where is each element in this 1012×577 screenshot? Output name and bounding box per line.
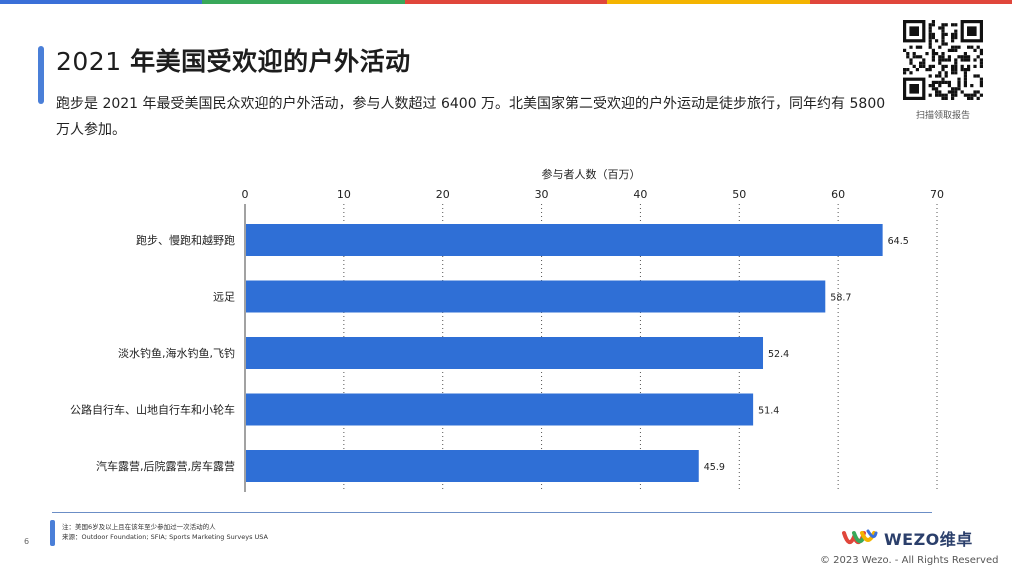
footer-divider [52, 512, 932, 513]
footer-note: 注：美国6岁及以上且在该年至少参加过一次活动的人 来源：Outdoor Foun… [62, 522, 268, 542]
data-label: 45.9 [704, 462, 725, 473]
bar [246, 224, 883, 256]
top-color-bar [0, 0, 1012, 4]
qr-caption: 扫描领取报告 [915, 111, 970, 121]
brand-name: WEZO维卓 [884, 530, 973, 549]
bar [246, 280, 826, 313]
category-label: 远足 [213, 291, 235, 304]
x-tick-label: 60 [831, 188, 845, 201]
category-label: 淡水钓鱼,海水钓鱼,飞钓 [118, 346, 235, 360]
qr-code-icon[interactable] [903, 20, 983, 100]
brand-logo: WEZO维卓 [842, 526, 973, 550]
topbar-segment-blue [0, 0, 203, 4]
x-tick-label: 20 [436, 188, 450, 201]
category-label: 公路自行车、山地自行车和小轮车 [70, 403, 235, 417]
category-label: 汽车露营,后院露营,房车露营 [96, 459, 235, 473]
title-year: 2021 [56, 47, 122, 76]
x-tick-label: 10 [337, 188, 351, 201]
x-tick-label: 50 [732, 188, 746, 201]
topbar-segment-yellow [607, 0, 810, 4]
page-number: 6 [24, 537, 30, 546]
topbar-segment-green [202, 0, 405, 4]
footer-accent-bar [50, 520, 55, 546]
category-label: 跑步、慢跑和越野跑 [136, 233, 235, 247]
bar [246, 393, 754, 426]
bar [246, 337, 764, 369]
copyright: © 2023 Wezo. - All Rights Reserved [820, 555, 999, 566]
data-label: 58.7 [830, 293, 851, 304]
x-tick-label: 40 [633, 188, 647, 201]
wezo-logo-icon [842, 529, 878, 545]
x-tick-label: 30 [535, 188, 549, 201]
data-label: 52.4 [768, 349, 789, 360]
bar [246, 450, 699, 482]
footer-source: 来源：Outdoor Foundation; SFIA; Sports Mark… [62, 533, 269, 541]
topbar-segment-red-2 [809, 0, 1012, 4]
topbar-segment-red [404, 0, 608, 4]
title-accent-bar [38, 46, 44, 104]
page-subtitle: 跑步是 2021 年最受美国民众欢迎的户外活动，参与人数超过 6400 万。北美… [56, 96, 886, 138]
x-tick-label: 70 [930, 188, 944, 201]
x-tick-label: 0 [242, 188, 249, 201]
title-text: 年美国受欢迎的户外活动 [130, 47, 411, 76]
data-label: 64.5 [888, 236, 909, 247]
data-label: 51.4 [758, 406, 779, 417]
page-title: 2021 年美国受欢迎的户外活动 [56, 42, 411, 78]
footer-note-line-1: 注：美国6岁及以上且在该年至少参加过一次活动的人 [62, 523, 216, 531]
bar-chart: 参与者人数（百万） 0 10 20 30 40 50 60 70 跑步、慢跑和越野跑 64.5 远足 5… [70, 167, 944, 492]
x-axis-title: 参与者人数（百万） [542, 167, 641, 181]
